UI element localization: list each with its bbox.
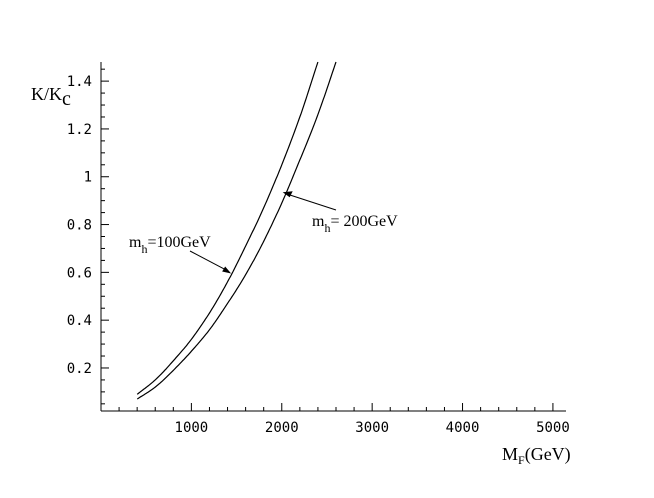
axes	[100, 62, 566, 412]
y-tick-label: 1.4	[67, 74, 92, 90]
y-tick-label: 0.4	[67, 313, 92, 329]
annotation-arrowhead-200gev	[282, 191, 293, 198]
annotation-arrowhead-100gev	[222, 266, 232, 274]
annotation-arrow-100gev	[189, 250, 228, 271]
annotation-label-200gev: mh= 200GeV	[312, 213, 398, 235]
x-tick-label: 3000	[355, 420, 389, 436]
y-tick-label: 0.8	[67, 218, 92, 234]
x-tick-label: 2000	[265, 420, 299, 436]
x-tick-label: 4000	[446, 420, 480, 436]
x-tick-label: 1000	[175, 420, 209, 436]
y-axis-title: K/Kc	[31, 84, 71, 110]
y-tick-label: 1.2	[67, 122, 92, 138]
y-tick-label: 0.6	[67, 265, 92, 281]
series-line-0	[136, 61, 319, 395]
annotation-layer	[189, 191, 337, 274]
annotation-arrow-200gev	[287, 193, 337, 211]
x-axis-title: MF(GeV)	[502, 444, 571, 467]
x-tick-label: 5000	[536, 420, 570, 436]
annotation-label-100gev: mh=100GeV	[129, 234, 211, 256]
series-layer	[136, 61, 337, 400]
y-tick-label: 0.2	[67, 361, 92, 377]
series-line-1	[136, 61, 337, 400]
labels-layer: 1000 2000 3000 4000 5000 0.2 0.4 0.6 0.8 1 1.2 1.4 m…	[31, 74, 571, 467]
y-tick-label: 1	[84, 170, 92, 186]
